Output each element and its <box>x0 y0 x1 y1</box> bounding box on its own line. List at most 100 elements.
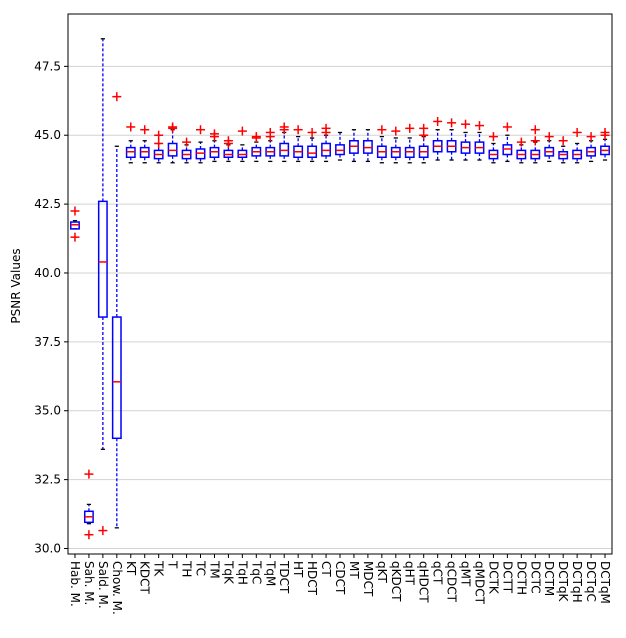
box-item <box>600 127 610 161</box>
flier-point <box>572 127 582 137</box>
flier-point <box>251 133 261 143</box>
flier-point <box>84 530 94 540</box>
box-item <box>530 125 541 164</box>
flier-point <box>279 125 289 135</box>
box-item <box>376 125 387 164</box>
box-item <box>586 132 597 163</box>
flier-point <box>600 130 610 140</box>
flier-point <box>307 127 317 137</box>
x-tick-label: qKDCT <box>389 561 403 602</box>
flier-point <box>196 125 206 135</box>
flier-point <box>321 127 331 137</box>
box-item <box>139 125 150 164</box>
flier-point <box>377 125 387 135</box>
box-item <box>293 125 304 163</box>
box-item <box>558 136 569 164</box>
y-tick-label: 40.0 <box>34 266 61 280</box>
x-tick-label: qKT <box>375 561 389 584</box>
x-tick-label: qCDCT <box>445 561 459 603</box>
x-tick-label: TM <box>207 560 221 579</box>
flier-point <box>516 137 526 147</box>
flier-point <box>154 138 164 148</box>
flier-point <box>502 122 512 132</box>
y-tick-label: 47.5 <box>34 59 61 73</box>
box-item <box>446 118 457 161</box>
flier-point <box>405 123 415 133</box>
box-item <box>474 121 485 161</box>
x-tick-label: DCTM <box>542 561 556 596</box>
box-item <box>125 122 136 164</box>
x-tick-label: Hab. M. <box>68 561 82 607</box>
box-rect <box>307 145 318 159</box>
x-tick-label: CDCT <box>333 561 347 595</box>
flier-point <box>98 526 108 536</box>
box-item <box>404 123 415 164</box>
x-tick-label: TDCT <box>277 560 291 594</box>
y-tick-label: 32.5 <box>34 473 61 487</box>
box-item <box>181 137 192 164</box>
flier-point <box>447 118 457 128</box>
box-item <box>321 123 331 163</box>
y-axis-label: PSNR Values <box>9 248 23 323</box>
box-item <box>167 122 178 164</box>
y-axis: 30.0 32.5 35.0 37.5 40.0 42.5 45.0 47.5 <box>34 59 68 555</box>
x-tick-label: MT <box>347 561 361 579</box>
x-tick-label: HDCT <box>305 561 319 596</box>
box-item <box>572 127 583 164</box>
x-tick-label: TK <box>152 560 166 577</box>
x-tick-label: DCTC <box>528 561 542 594</box>
flier-point <box>419 130 429 140</box>
box-rect <box>111 316 122 440</box>
x-tick-label: DCTqK <box>556 561 570 603</box>
flier-point <box>223 138 233 148</box>
y-tick-label: 42.5 <box>34 197 61 211</box>
x-tick-label: KT <box>124 561 138 576</box>
box-item <box>223 136 234 163</box>
flier-point <box>70 206 80 216</box>
x-tick-label: HT <box>291 561 305 578</box>
x-tick-label: TC <box>194 560 208 576</box>
flier-point <box>182 137 192 147</box>
x-tick-label: DCTH <box>514 561 528 595</box>
box-series <box>70 38 610 540</box>
box-item <box>195 125 206 164</box>
flier-point <box>391 126 401 136</box>
x-tick-label: qCT <box>431 561 445 585</box>
x-tick-label: TH <box>180 560 194 577</box>
x-tick-label: qHT <box>403 561 417 586</box>
x-tick-label: qMDCT <box>472 561 486 605</box>
box-item <box>237 126 248 163</box>
flier-point <box>84 469 94 479</box>
y-tick-label: 35.0 <box>34 404 61 418</box>
box-item <box>418 123 429 164</box>
flier-point <box>70 232 80 242</box>
flier-point <box>209 132 219 142</box>
x-tick-label: DCTqM <box>598 561 612 604</box>
x-tick-label: qMT <box>459 561 473 587</box>
y-tick-label: 45.0 <box>34 128 61 142</box>
x-tick-label: TqH <box>235 560 249 585</box>
x-tick-label: TqM <box>263 560 277 586</box>
x-axis: Hab. M. Sah. M. Sald. M. Chow. M. KT KDCT TK T T… <box>68 554 612 615</box>
flier-point <box>265 132 275 142</box>
flier-point <box>488 132 498 142</box>
x-tick-label: TqK <box>221 560 235 585</box>
box-item <box>488 132 499 164</box>
box-item <box>516 137 527 164</box>
flier-point <box>112 92 122 102</box>
box-item <box>335 131 345 161</box>
flier-point <box>126 122 136 132</box>
box-item <box>349 129 359 163</box>
box-item <box>209 129 220 163</box>
flier-point <box>530 125 540 135</box>
box-item <box>390 126 401 164</box>
y-tick-label: 30.0 <box>34 541 61 555</box>
flier-point <box>586 132 596 142</box>
flier-point <box>154 130 164 140</box>
x-tick-label: MDCT <box>361 561 375 597</box>
flier-point <box>168 123 178 133</box>
flier-point <box>237 126 247 136</box>
flier-point <box>558 136 568 146</box>
box-item <box>265 127 276 163</box>
x-tick-label: DCTK <box>486 561 500 595</box>
